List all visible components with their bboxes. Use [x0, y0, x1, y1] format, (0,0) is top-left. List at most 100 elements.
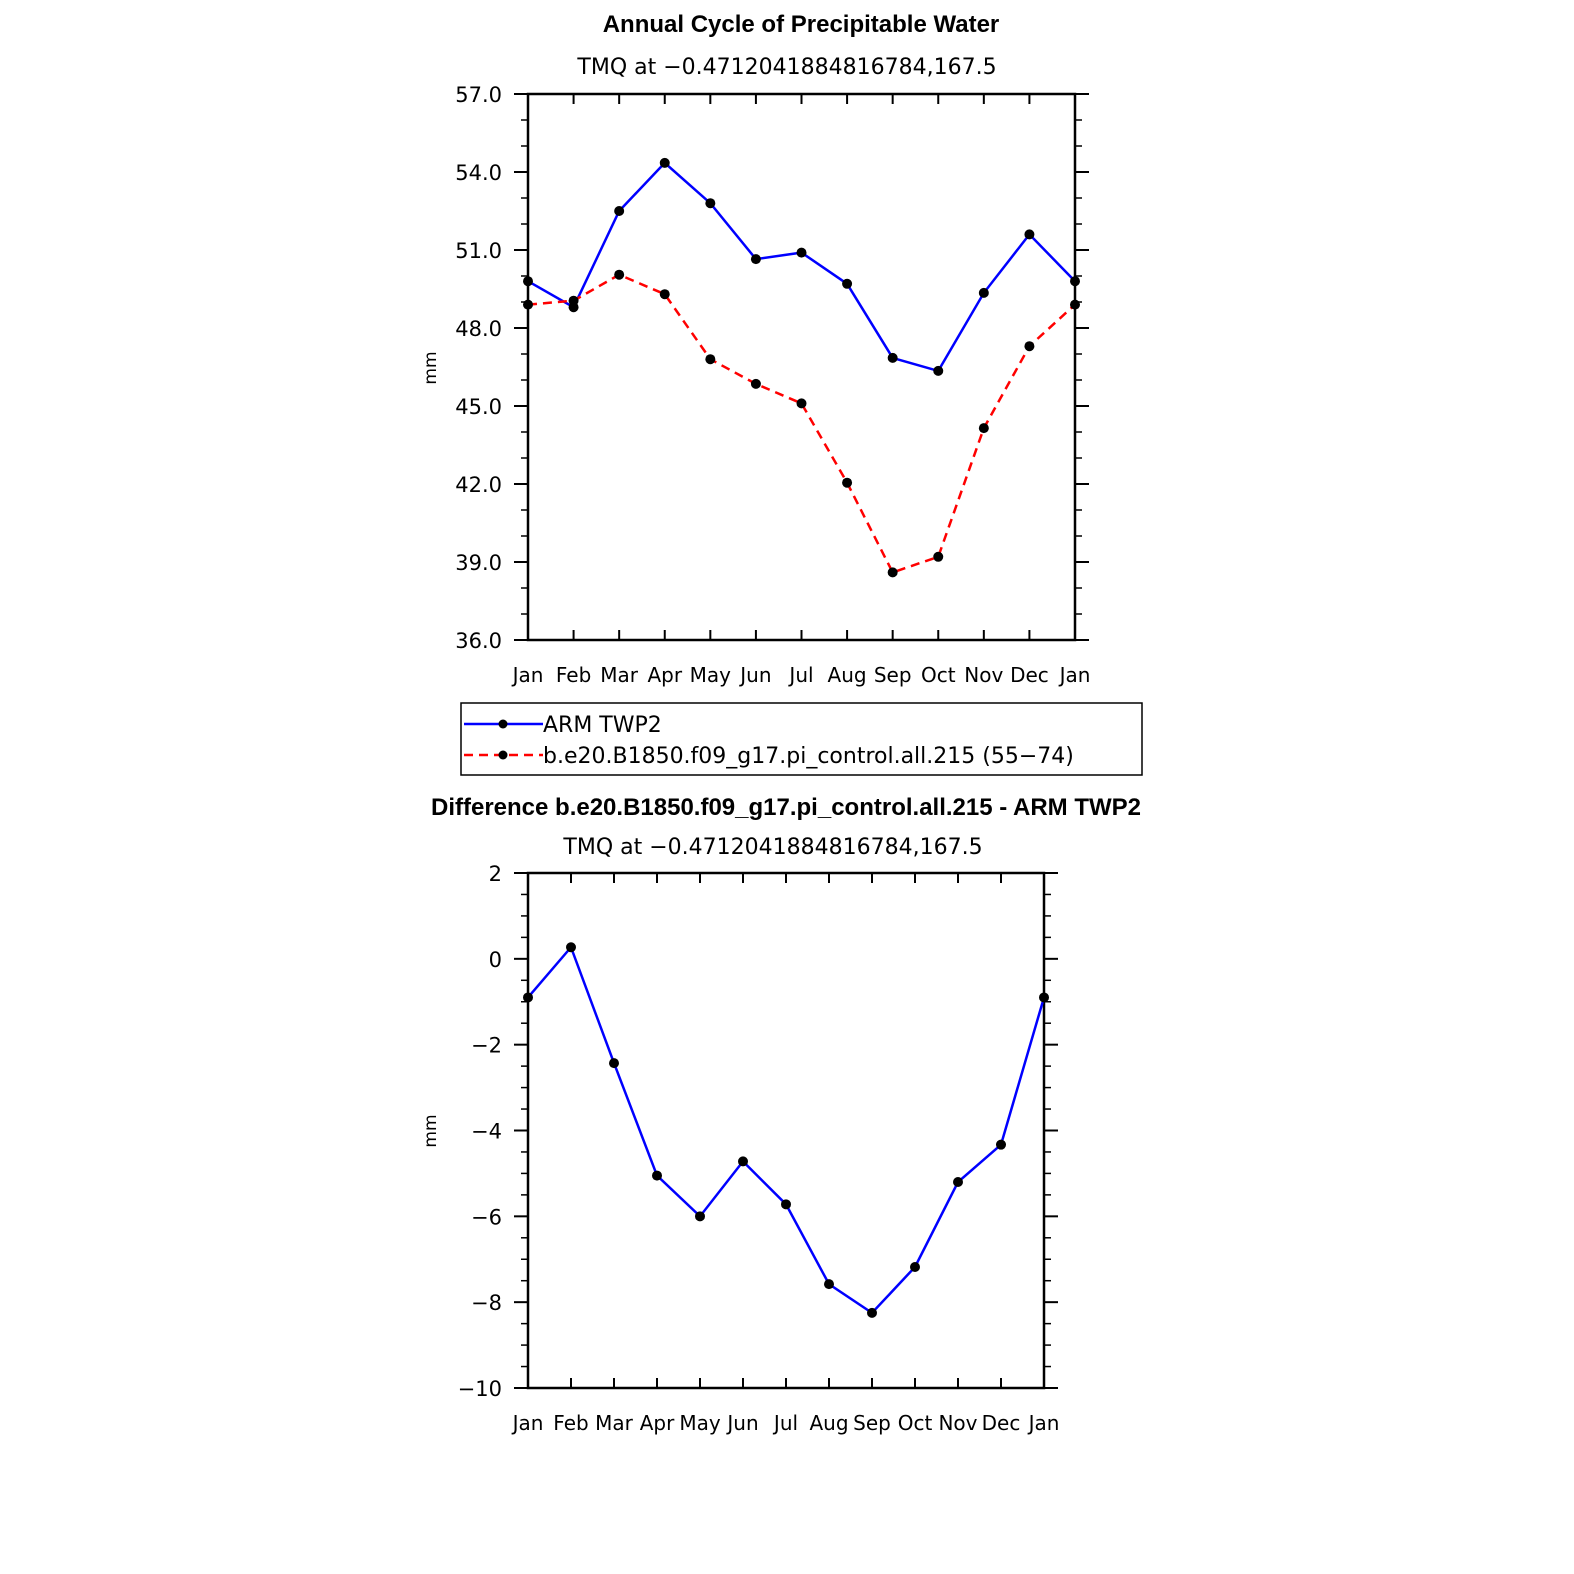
legend-marker-arm	[498, 719, 508, 729]
series-line-0	[527, 944, 1046, 1315]
data-point	[566, 942, 576, 953]
x-tick-label: Jun	[738, 663, 771, 687]
data-point	[614, 206, 625, 216]
y-tick-label: −8	[471, 1291, 502, 1315]
data-point	[978, 423, 989, 434]
data-point	[695, 1211, 705, 1222]
data-point	[933, 551, 944, 562]
series-group	[523, 942, 1049, 1318]
x-tick-label: Aug	[809, 1411, 848, 1435]
data-point	[523, 276, 533, 287]
y-tick-label: 42.0	[455, 473, 502, 497]
data-point	[659, 289, 670, 300]
data-point	[824, 1279, 834, 1290]
axes-frame: Jan Feb Mar Apr May Jun Jul Aug Sep Oct Nov Dec Jan−…	[458, 862, 1060, 1435]
x-tick-label: Nov	[938, 1411, 977, 1435]
data-point	[996, 1139, 1006, 1150]
y-tick-label: 51.0	[455, 239, 502, 263]
x-tick-label: Aug	[828, 663, 867, 687]
y-tick-label: 54.0	[455, 161, 502, 185]
data-point	[933, 365, 944, 376]
chart-subtitle: TMQ at −0.4712041884816784,167.5	[576, 55, 996, 80]
x-tick-label: Sep	[874, 663, 912, 687]
y-tick-label: 45.0	[455, 395, 502, 419]
data-point	[652, 1170, 662, 1181]
data-point	[887, 567, 898, 578]
y-tick-label: 0	[489, 948, 502, 972]
plot-frame	[526, 871, 1046, 1390]
legend-label-model: b.e20.B1850.f09_g17.pi_control.all.215 (…	[543, 744, 1074, 769]
legend-label-arm: ARM TWP2	[543, 713, 662, 738]
x-tick-label: Dec	[1010, 663, 1049, 687]
axes-frame: Jan Feb Mar Apr May Jun Jul Aug Sep Oct Nov Dec Jan 3…	[455, 83, 1090, 687]
data-point	[1024, 341, 1035, 352]
annual-cycle-panel: Annual Cycle of Precipitable Water TMQ a…	[421, 11, 1143, 776]
y-tick-label: 39.0	[455, 551, 502, 575]
legend-marker-model	[498, 750, 508, 760]
y-axis-label: mm	[421, 351, 441, 384]
y-tick-label: 48.0	[455, 317, 502, 341]
data-point	[659, 157, 670, 168]
data-point	[1070, 299, 1080, 310]
legend: ARM TWP2 b.e20.B1850.f09_g17.pi_control.…	[460, 702, 1143, 776]
x-tick-label: Dec	[982, 1411, 1021, 1435]
data-point	[614, 269, 625, 280]
plot-frame	[526, 92, 1077, 642]
data-point	[705, 198, 716, 209]
data-point	[523, 299, 533, 310]
y-tick-label: 2	[489, 862, 502, 886]
data-point	[953, 1177, 963, 1187]
chart-subtitle: TMQ at −0.4712041884816784,167.5	[562, 835, 982, 860]
difference-panel: Difference b.e20.B1850.f09_g17.pi_contro…	[421, 794, 1141, 1435]
series-line-1	[527, 273, 1076, 574]
y-tick-label: −6	[471, 1205, 502, 1229]
data-point	[609, 1058, 619, 1069]
series-line-0	[527, 161, 1076, 373]
chart-title: Difference b.e20.B1850.f09_g17.pi_contro…	[431, 794, 1141, 821]
x-tick-label: Oct	[921, 663, 956, 687]
x-tick-label: Jan	[511, 663, 544, 687]
data-point	[978, 287, 989, 298]
y-tick-label: −4	[471, 1120, 502, 1144]
x-tick-label: Feb	[556, 663, 591, 687]
x-tick-label: Jul	[772, 1411, 798, 1435]
y-tick-label: 36.0	[455, 629, 502, 653]
data-point	[1070, 276, 1080, 287]
x-tick-label: Oct	[898, 1411, 933, 1435]
chart-title: Annual Cycle of Precipitable Water	[603, 11, 1000, 38]
data-point	[1039, 992, 1049, 1003]
data-point	[523, 992, 533, 1003]
series-group	[523, 157, 1080, 578]
y-tick-label: 57.0	[455, 83, 502, 107]
x-tick-label: May	[690, 663, 732, 687]
x-tick-label: Mar	[600, 663, 639, 687]
data-point	[796, 247, 807, 258]
data-point	[568, 295, 579, 306]
data-point	[781, 1199, 791, 1210]
data-point	[1024, 229, 1035, 240]
x-tick-label: Jan	[1027, 1411, 1060, 1435]
y-tick-label: −2	[471, 1034, 502, 1058]
legend-box	[460, 702, 1143, 776]
y-tick-label: −10	[458, 1377, 502, 1401]
x-tick-label: Mar	[595, 1411, 634, 1435]
x-tick-label: Apr	[647, 663, 682, 687]
x-tick-label: Nov	[964, 663, 1003, 687]
x-tick-label: May	[679, 1411, 721, 1435]
x-tick-label: Jul	[787, 663, 813, 687]
y-axis-label: mm	[421, 1114, 441, 1147]
data-point	[842, 278, 853, 289]
data-point	[887, 352, 898, 363]
x-tick-label: Jan	[1058, 663, 1091, 687]
data-point	[705, 354, 716, 365]
data-point	[796, 398, 807, 409]
x-tick-label: Jan	[511, 1411, 544, 1435]
data-point	[867, 1307, 877, 1318]
x-tick-label: Apr	[640, 1411, 675, 1435]
data-point	[910, 1261, 920, 1272]
x-tick-label: Jun	[725, 1411, 758, 1435]
x-tick-label: Feb	[553, 1411, 588, 1435]
data-point	[750, 378, 761, 389]
data-point	[842, 477, 853, 488]
